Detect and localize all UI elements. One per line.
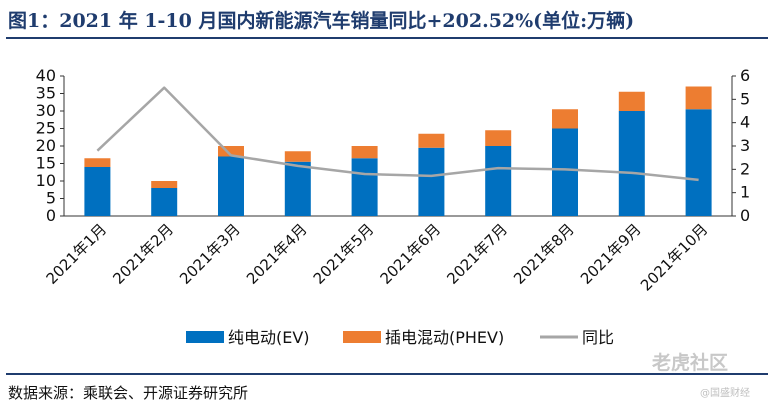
x-tick-label: 2021年10月 <box>637 220 711 294</box>
source-note: 数据来源：乘联会、开源证券研究所 <box>8 384 249 402</box>
x-tick-label: 2021年5月 <box>310 220 378 288</box>
left-tick-label: 10 <box>36 171 56 190</box>
bar-phev <box>552 109 578 129</box>
legend-phev-swatch <box>343 331 381 343</box>
x-tick-label: 2021年6月 <box>377 220 445 288</box>
right-tick-label: 4 <box>740 113 750 132</box>
chart-title: 图1：2021 年 1-10 月国内新能源汽车销量同比+202.52%(单位:万… <box>8 10 635 32</box>
title-rule <box>6 37 768 39</box>
bar-ev <box>351 158 378 216</box>
left-tick-label: 20 <box>36 136 56 155</box>
bar-ev <box>218 156 244 216</box>
bar-ev <box>618 111 645 216</box>
left-tick-label: 40 <box>36 66 56 85</box>
bar-phev <box>218 146 244 157</box>
bar-phev <box>84 158 111 167</box>
x-tick-label: 2021年9月 <box>577 220 645 288</box>
x-tick-label: 2021年7月 <box>443 220 511 288</box>
left-tick-label: 15 <box>36 154 56 173</box>
bar-phev <box>351 146 378 159</box>
x-tick-label: 2021年1月 <box>43 220 111 288</box>
bar-ev <box>552 128 578 216</box>
bar-ev <box>685 109 712 216</box>
bar-ev <box>485 146 512 216</box>
watermark-sub: @国盛财经 <box>700 388 750 399</box>
left-tick-label: 35 <box>36 84 56 103</box>
legend-yoy-label: 同比 <box>582 328 614 347</box>
bar-ev <box>418 147 445 216</box>
right-tick-label: 5 <box>740 89 750 108</box>
bar-phev <box>284 151 311 162</box>
right-tick-label: 6 <box>740 66 750 85</box>
bar-phev <box>618 91 645 111</box>
right-tick-label: 3 <box>740 136 750 155</box>
left-tick-label: 5 <box>46 189 56 208</box>
bar-ev <box>284 161 311 216</box>
right-tick-label: 0 <box>740 206 750 225</box>
bar-ev <box>84 167 111 216</box>
x-tick-label: 2021年3月 <box>176 220 244 288</box>
legend-ev-swatch <box>186 331 224 343</box>
watermark: 老虎社区 <box>652 352 729 374</box>
x-tick-label: 2021年2月 <box>109 220 177 288</box>
x-tick-label: 2021年8月 <box>510 220 578 288</box>
left-tick-label: 25 <box>36 119 56 138</box>
bar-phev <box>418 133 445 148</box>
footer-rule <box>6 373 768 375</box>
left-tick-label: 30 <box>36 101 56 120</box>
legend-phev-label: 插电混动(PHEV) <box>385 328 504 347</box>
x-tick-label: 2021年4月 <box>243 220 311 288</box>
right-tick-label: 1 <box>740 183 750 202</box>
bar-phev <box>485 130 512 146</box>
legend-ev-label: 纯电动(EV) <box>228 328 310 347</box>
right-tick-label: 2 <box>740 159 750 178</box>
bar-ev <box>151 188 178 216</box>
yoy-line <box>96 86 699 182</box>
bar-phev <box>151 181 178 188</box>
bar-phev <box>685 86 712 110</box>
left-tick-label: 0 <box>46 206 56 225</box>
